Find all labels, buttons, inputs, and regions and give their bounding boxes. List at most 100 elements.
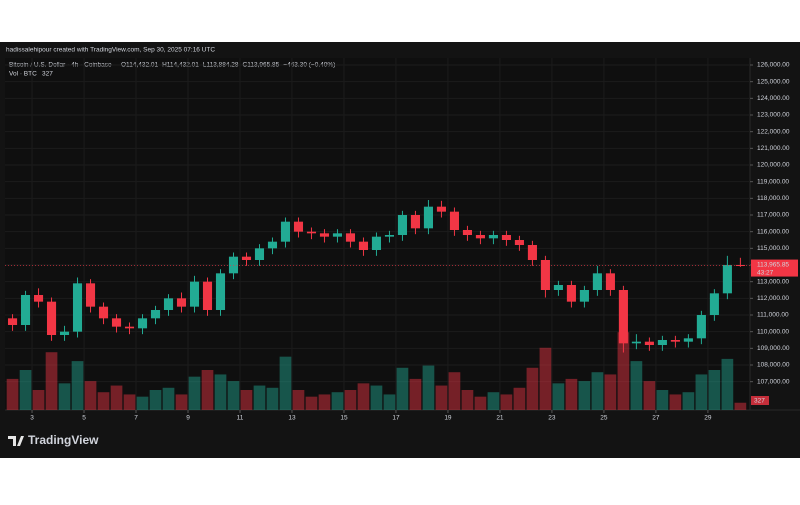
candle-body	[514, 240, 524, 245]
candle-body	[618, 290, 628, 344]
candle-body	[241, 256, 252, 260]
volume-bar	[344, 390, 357, 410]
volume-bar	[409, 378, 422, 410]
volume-bar	[97, 392, 110, 410]
x-tick-label: 29	[704, 415, 712, 422]
volume-bar	[188, 376, 201, 410]
candle-body	[644, 341, 654, 345]
x-tick-label: 13	[288, 415, 296, 422]
volume-bar	[331, 392, 344, 410]
volume-bar	[474, 396, 487, 410]
volume-bar	[253, 385, 266, 410]
y-tick-label: 122,000.00	[757, 128, 790, 135]
candle-body	[267, 241, 278, 249]
candle-body	[605, 273, 615, 290]
volume-bar	[448, 372, 461, 410]
volume-bar	[526, 367, 539, 410]
candle-body	[150, 310, 161, 319]
volume-bar	[149, 390, 162, 410]
countdown: 43:27	[757, 269, 774, 276]
attribution: hadissalehipour created with TradingView…	[6, 47, 215, 54]
x-tick-label: 5	[82, 415, 86, 422]
y-tick-label: 125,000.00	[757, 78, 790, 85]
volume-bar	[19, 370, 32, 410]
plot-area	[5, 58, 750, 410]
x-tick-label: 25	[600, 415, 608, 422]
y-tick-label: 120,000.00	[757, 162, 790, 169]
y-tick-label: 108,000.00	[757, 362, 790, 369]
candle-body	[176, 298, 187, 307]
volume-bar	[643, 381, 656, 410]
y-tick-label: 113,000.00	[757, 278, 789, 285]
candle-body	[592, 273, 602, 290]
candle-body	[657, 340, 667, 345]
volume-bar	[500, 394, 513, 410]
volume-bar	[58, 383, 71, 410]
candle-body	[553, 285, 563, 290]
volume-bar	[435, 385, 448, 410]
volume-bar	[734, 402, 747, 410]
candle-body	[696, 315, 706, 339]
y-tick-label: 126,000.00	[757, 62, 790, 69]
candle-body	[371, 236, 382, 250]
x-tick-label: 23	[548, 415, 556, 422]
volume-bar	[279, 356, 292, 410]
last-price-badge	[751, 259, 798, 277]
y-tick-label: 119,000.00	[757, 178, 789, 185]
logo	[8, 436, 24, 446]
x-tick-label: 17	[392, 415, 400, 422]
candle-body	[410, 215, 421, 229]
candle-body	[475, 235, 485, 239]
y-tick-label: 107,000.00	[757, 378, 790, 385]
y-tick-label: 117,000.00	[757, 212, 789, 219]
volume-bar	[682, 392, 695, 410]
volume-bar	[123, 394, 136, 410]
volume-bar	[656, 390, 669, 410]
logo-icon	[8, 436, 24, 446]
candle-body	[501, 235, 511, 240]
y-tick-label: 121,000.00	[757, 145, 790, 152]
y-tick-label: 116,000.00	[757, 228, 789, 235]
volume-bar	[578, 381, 591, 410]
candle-body	[397, 215, 408, 235]
candle-body	[280, 221, 291, 242]
candle-body	[579, 290, 589, 302]
x-tick-label: 19	[444, 415, 452, 422]
volume-bar	[110, 385, 123, 410]
candle-body	[20, 295, 31, 325]
volume-bar	[305, 396, 318, 410]
y-tick-label: 118,000.00	[757, 195, 789, 202]
y-tick-label: 110,000.00	[757, 328, 789, 335]
candle-body	[384, 235, 395, 237]
last-price-label: 113,965.85	[757, 261, 789, 268]
volume-bar	[539, 347, 552, 410]
candle-body	[33, 295, 44, 302]
x-tick-label: 3	[30, 415, 34, 422]
x-tick-label: 27	[652, 415, 660, 422]
volume-bar	[422, 365, 435, 410]
candle-body	[722, 265, 732, 294]
candle-body	[631, 341, 641, 344]
candle-body	[462, 230, 472, 235]
volume-bar	[318, 394, 331, 410]
volume-bar	[71, 361, 84, 410]
volume-value: 327	[42, 71, 53, 78]
y-tick-label: 123,000.00	[757, 112, 790, 119]
volume-bar	[604, 374, 617, 410]
volume-bar	[591, 372, 604, 410]
candle-body	[449, 211, 459, 230]
volume-bar	[630, 361, 643, 410]
x-tick-label: 7	[134, 415, 138, 422]
candle-body	[683, 338, 693, 342]
volume-bar	[240, 390, 253, 410]
volume-bar	[383, 394, 396, 410]
candle-body	[358, 241, 369, 250]
brand: TradingView	[28, 433, 99, 447]
candle-body	[319, 233, 330, 237]
volume-bar	[370, 385, 383, 410]
candle-body	[423, 206, 433, 229]
candle-body	[488, 235, 498, 239]
volume-bar	[396, 367, 409, 410]
volume-bar	[214, 374, 227, 410]
